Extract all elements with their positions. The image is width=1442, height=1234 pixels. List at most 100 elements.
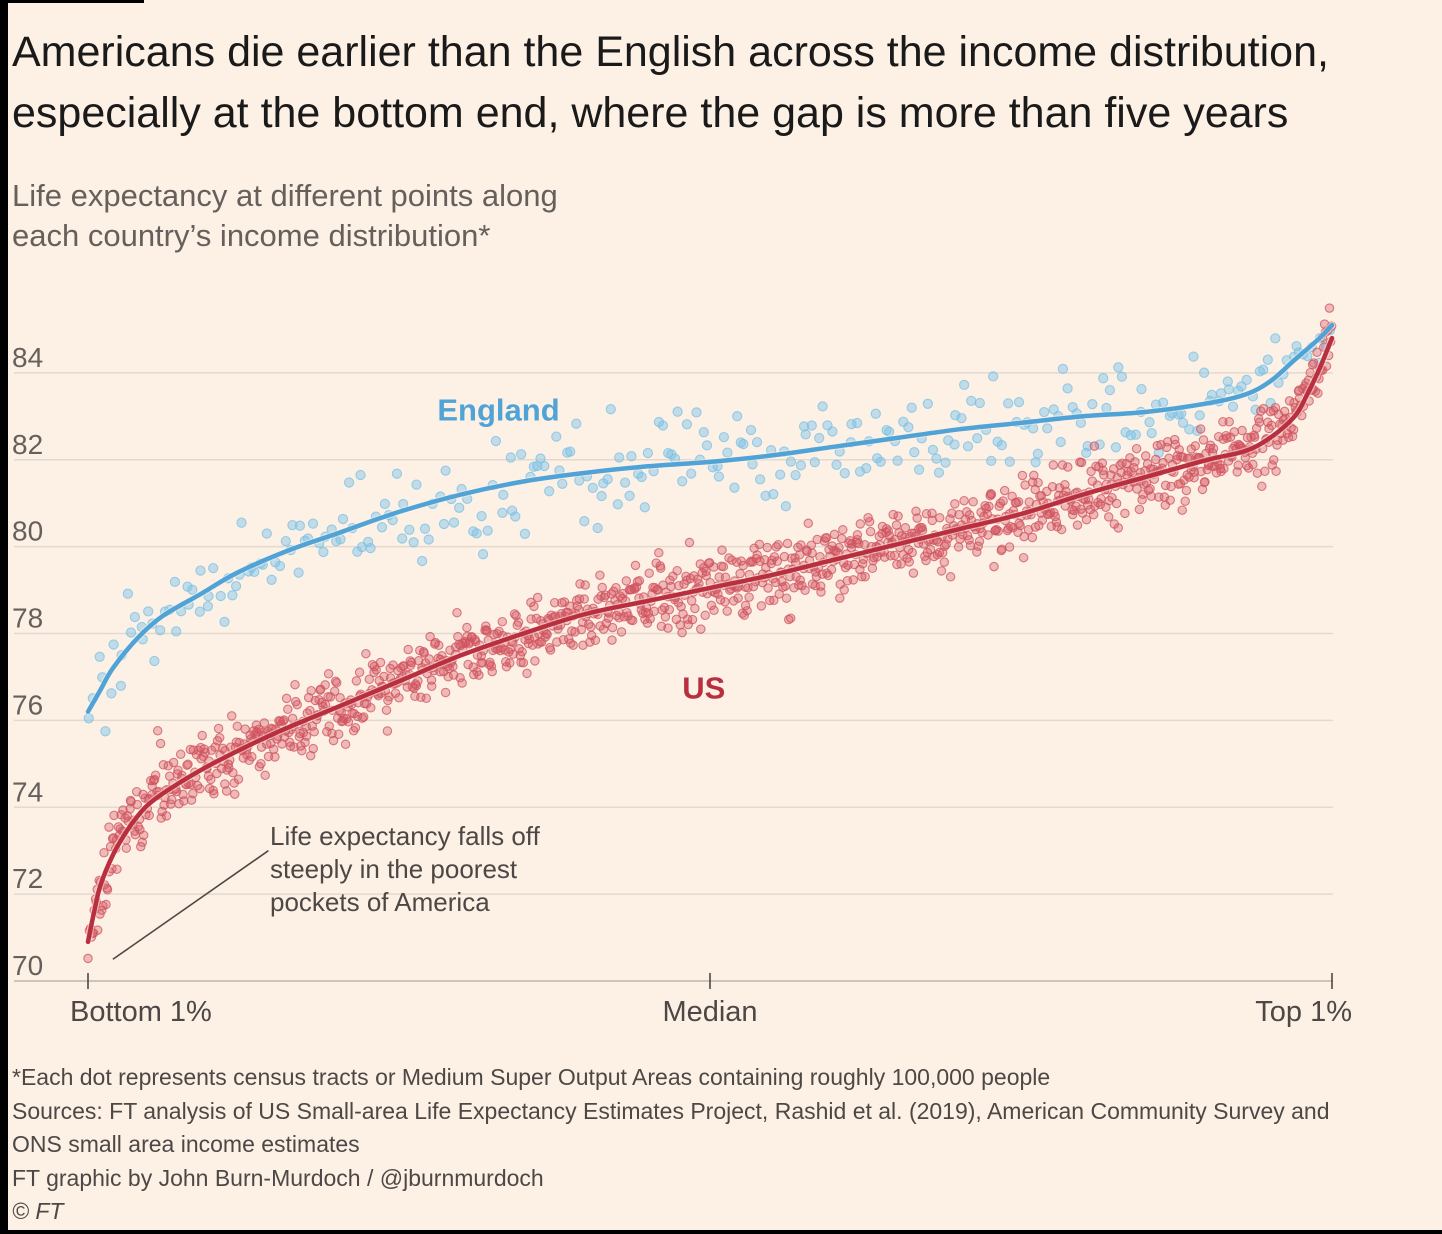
dot-england [1113,362,1124,373]
dot-england [294,520,306,531]
dot-us [188,788,198,799]
dot-england [619,477,631,488]
dot-us [101,899,111,910]
dot-england [927,444,939,456]
dot-england [1270,333,1281,344]
dot-england [528,461,539,472]
dot-england [1188,351,1199,362]
dot-us [607,635,617,645]
dot-england [1042,423,1053,434]
dot-england [851,417,863,429]
dot-us [1113,523,1124,533]
dot-england [972,433,983,444]
dot-us [597,582,607,593]
dot-us [1252,468,1263,478]
chart-title: Americans die earlier than the English a… [12,28,1329,137]
dot-england [956,412,967,424]
dot-england [870,408,881,419]
dot-england [1087,399,1098,410]
dot-us [322,726,332,737]
dot-england [169,576,181,588]
dot-us [1111,498,1122,509]
dot-us [733,593,743,603]
dot-us [744,592,754,602]
dot-england [798,421,810,432]
dot-us [530,656,540,666]
dot-us [720,597,730,607]
dot-us [285,741,296,751]
dot-us [1195,424,1206,434]
dot-us [907,547,917,558]
dot-us [518,658,529,668]
dot-england [839,468,850,479]
dot-england [686,468,697,479]
dot-england [1057,363,1069,375]
dot-england [940,457,951,468]
dot-us [358,712,369,722]
dot-us [1097,458,1108,468]
dot-us [590,635,601,646]
dot-england [215,590,226,602]
dot-england [1177,417,1189,429]
dot-us [403,644,413,655]
dot-us [742,605,752,616]
y-tick-label-82: 82 [12,429,43,460]
dot-england [280,535,291,547]
annotation-pointer [112,850,269,960]
dot-us [308,743,318,754]
dot-england [1146,427,1157,439]
dot-us [1140,451,1151,461]
dot-us [206,774,216,785]
dot-us [476,651,487,661]
dot-england [861,463,872,474]
dot-england [1184,424,1195,435]
dot-england [108,639,119,650]
dot-us [477,658,488,668]
dot-us [1096,494,1106,504]
dot-us [690,603,700,614]
dot-us [826,564,837,575]
dot-us [1134,504,1145,515]
dot-england [974,397,985,409]
dot-us [366,703,376,713]
dot-us [968,497,978,507]
dot-england [106,688,117,699]
dot-us [936,566,947,576]
dot-us [1130,457,1140,467]
dot-us [565,601,575,611]
dot-england [1198,367,1210,378]
dot-us [993,526,1003,536]
dot-england [274,560,286,572]
dot-england [806,420,817,431]
dot-england [785,456,797,467]
dot-us [462,622,472,633]
dot-us [1027,532,1038,543]
dot-us [860,571,870,582]
dot-us [228,767,238,778]
dot-us [306,685,316,696]
dot-us [1279,406,1290,417]
dot-us [959,495,969,506]
dot-us [911,506,921,517]
dot-us [974,536,985,547]
dot-england [691,407,702,418]
dot-england [307,518,319,529]
annotation-line-3: pockets of America [270,887,490,917]
dot-england [922,398,933,409]
dot-england [1130,429,1141,440]
dot-us [773,540,783,550]
dot-us [1152,440,1163,451]
dot-us [621,576,632,586]
dot-england [996,440,1007,451]
dot-us [354,667,365,678]
trend-line-us [85,335,1335,945]
dot-us [701,570,711,581]
dot-england [1004,456,1015,467]
dot-england [831,459,842,470]
dot-england [729,482,740,493]
dot-us [611,582,621,593]
dot-us [102,885,113,895]
dot-us [586,622,596,632]
annotation-line-2: steeply in the poorest [270,854,518,884]
dot-us [829,529,840,540]
